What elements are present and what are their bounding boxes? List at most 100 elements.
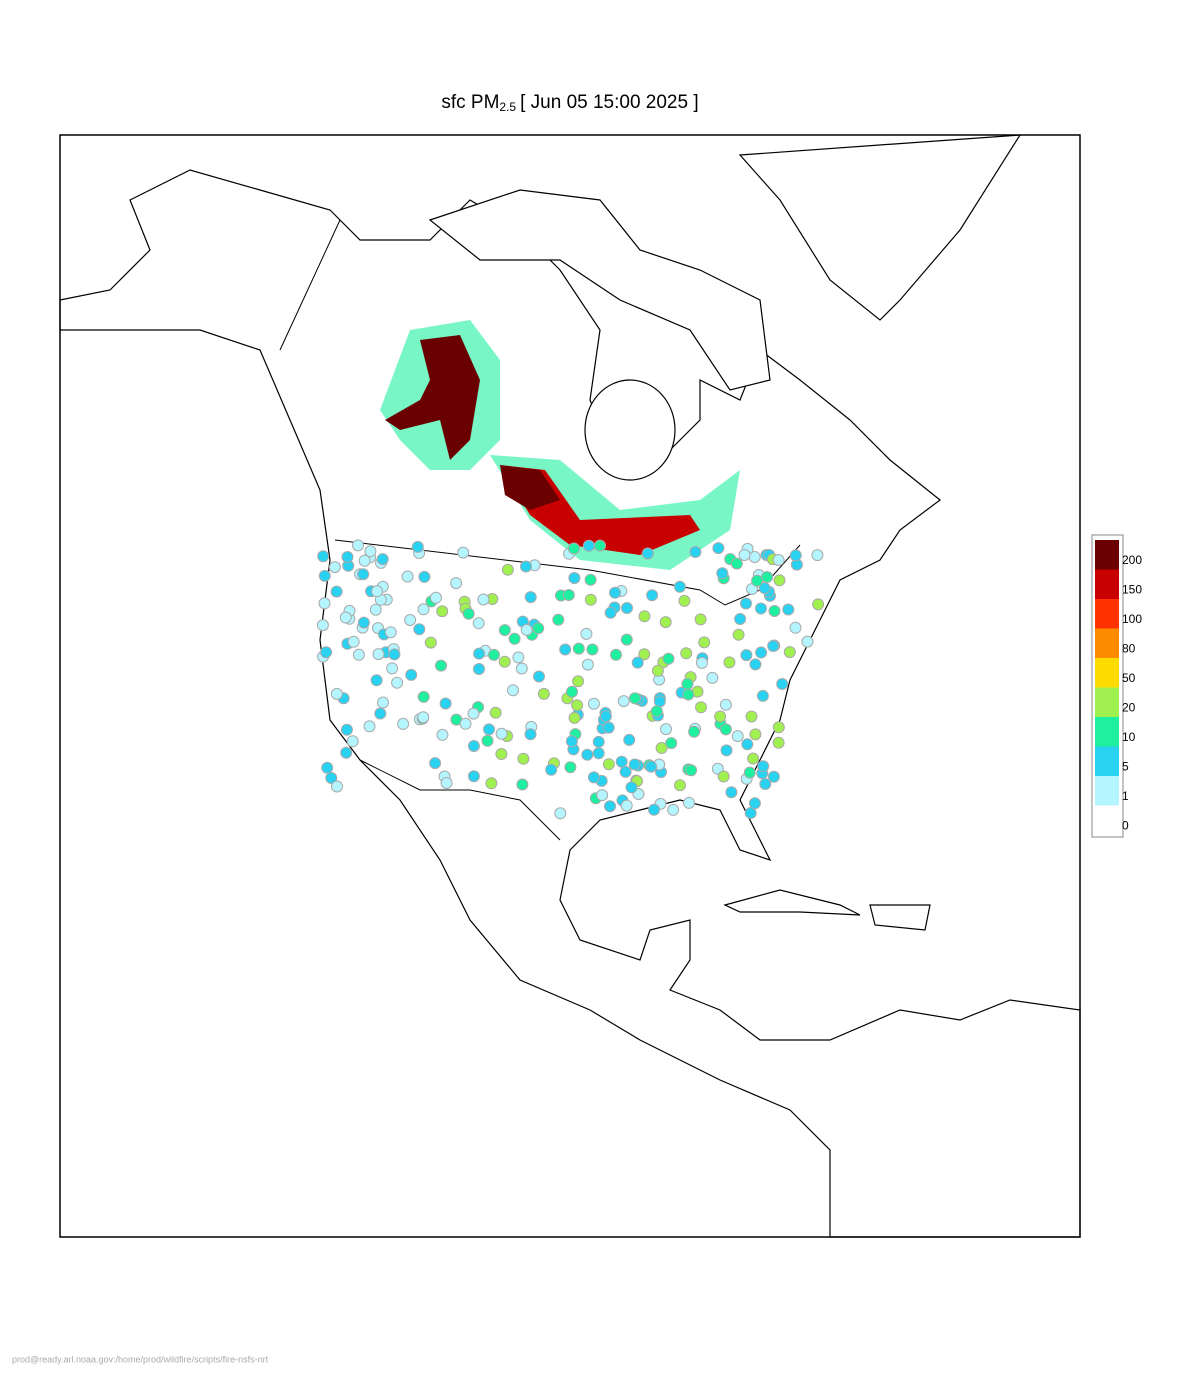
station-dot [467, 770, 480, 783]
station-dot [559, 643, 572, 656]
land [59, 134, 1081, 1238]
station-dot [330, 585, 343, 598]
station-dot [483, 723, 495, 736]
station-dot [712, 542, 725, 555]
station-dot [812, 598, 825, 611]
station-dot [485, 777, 498, 790]
station-dot [741, 738, 754, 751]
title-subscript: 2.5 [499, 100, 516, 114]
station-dot [370, 674, 383, 687]
legend-label: 200 [1122, 553, 1142, 567]
station-dot [571, 699, 584, 712]
station-dot [680, 647, 693, 660]
alaska-border [279, 219, 341, 351]
station-dot [623, 733, 636, 746]
station-dot [602, 721, 615, 734]
station-dot [436, 728, 449, 741]
station-dot [517, 752, 530, 765]
station-dot [404, 614, 417, 626]
station-dot [772, 736, 785, 749]
station-dot [625, 781, 638, 794]
station-dot [767, 770, 780, 783]
station-dot [376, 553, 389, 566]
station-dot [346, 735, 359, 748]
station-dot [646, 589, 659, 602]
station-dot [520, 560, 532, 573]
station-dot [755, 646, 768, 659]
station-dot [648, 803, 660, 816]
station-dot [537, 687, 550, 700]
station-dot [617, 695, 630, 708]
station-dot [440, 777, 453, 789]
station-dot [734, 613, 747, 625]
station-dot [316, 619, 329, 632]
station-dot [678, 594, 691, 607]
arctic-islands [428, 189, 771, 391]
station-dot [740, 649, 753, 662]
station-dot [374, 707, 387, 720]
station-dot [467, 740, 480, 752]
station-dot [340, 746, 353, 759]
station-dot [688, 725, 701, 738]
station-dot [489, 706, 502, 719]
station-dot [429, 591, 442, 604]
station-dot [418, 570, 431, 583]
station-dot [789, 549, 802, 562]
station-dot [401, 570, 414, 583]
station-dot [363, 720, 376, 733]
legend-label: 5 [1122, 759, 1129, 773]
station-dot [631, 656, 644, 669]
station-dot [584, 573, 597, 586]
station-dot [552, 613, 565, 626]
station-dot [650, 705, 663, 718]
station-dot [716, 567, 729, 580]
station-dot [772, 554, 785, 566]
station-dot [582, 539, 595, 552]
station-dot [719, 723, 732, 736]
station-dot [628, 758, 641, 771]
smoke-plumes [380, 320, 740, 570]
station-dot [755, 602, 767, 615]
station-dot [720, 744, 733, 757]
station-dot [384, 626, 397, 639]
station-dot [507, 684, 519, 697]
map-frame [59, 134, 1081, 1238]
station-dot [331, 780, 343, 793]
station-dot [587, 697, 600, 710]
station-dot [369, 603, 382, 616]
station-dot [659, 616, 672, 629]
station-dot [477, 593, 490, 606]
station-dot [450, 577, 463, 590]
station-dot [318, 569, 331, 582]
station-dot [767, 640, 780, 652]
legend-label: 80 [1122, 641, 1136, 655]
station-dot [512, 651, 525, 664]
station-dot [730, 557, 743, 570]
station-dot [495, 727, 508, 740]
station-dot [417, 603, 430, 616]
station-dot [501, 563, 514, 576]
station-dot [481, 734, 494, 747]
station-dot [580, 627, 593, 640]
station-dot [732, 628, 745, 641]
station-dot [405, 668, 418, 681]
station-dot [358, 554, 371, 567]
legend-swatch [1095, 540, 1119, 570]
station-dot [372, 648, 385, 661]
station-dot [565, 735, 578, 748]
station-dot [472, 617, 485, 630]
station-dot [340, 723, 353, 736]
station-dot [320, 646, 333, 659]
station-dot [620, 799, 633, 812]
station-dot [436, 605, 449, 618]
station-dot [602, 758, 615, 771]
legend-swatch [1095, 658, 1119, 688]
station-dot [524, 728, 537, 741]
station-dot [515, 662, 528, 675]
station-dot [638, 610, 651, 623]
station-dot [665, 737, 678, 750]
station-dot [568, 572, 581, 584]
station-dot [696, 656, 708, 669]
station-dot [429, 757, 442, 770]
station-dot [572, 675, 585, 688]
